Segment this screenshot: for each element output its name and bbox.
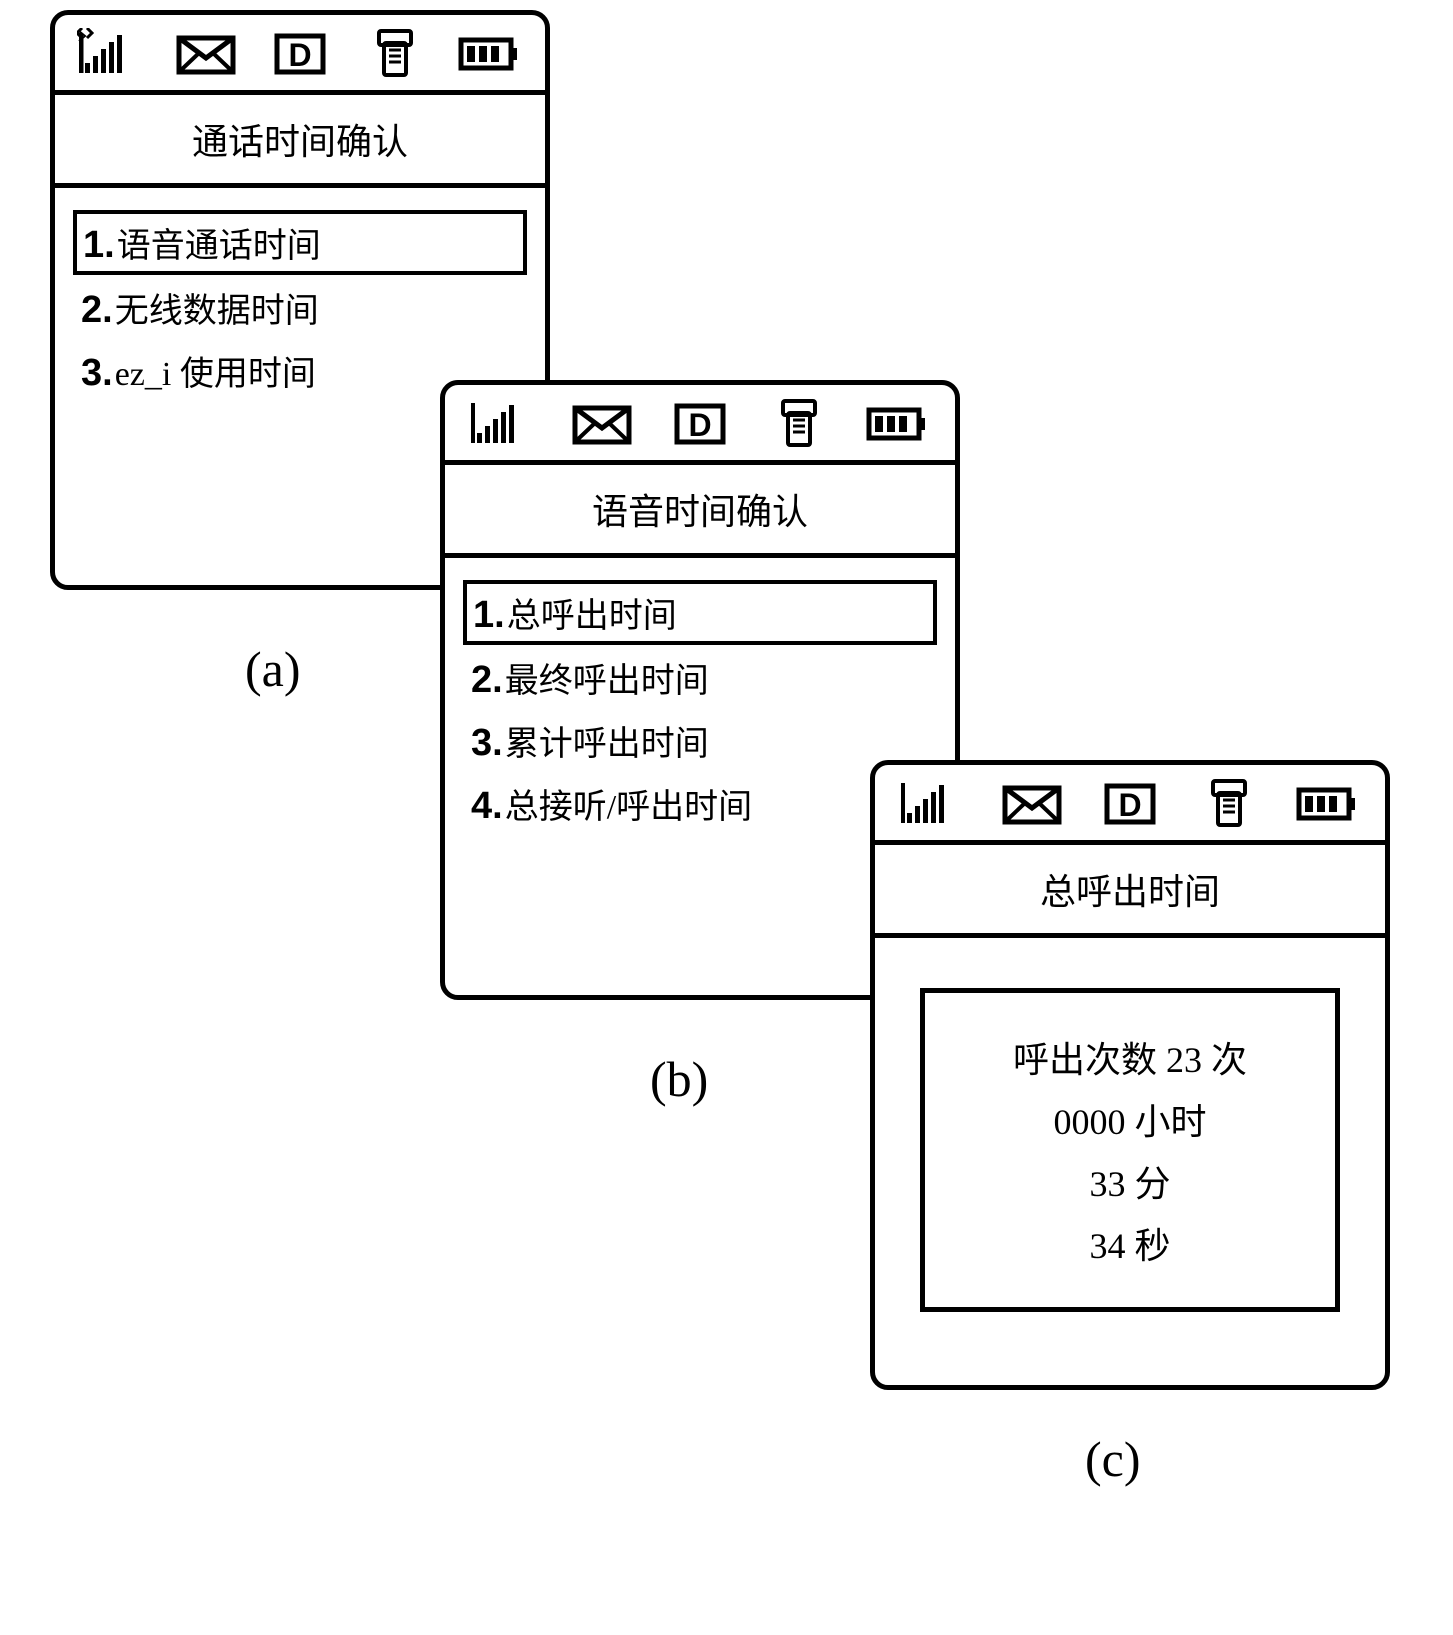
signal-icon bbox=[77, 28, 147, 78]
phone-icon bbox=[763, 398, 833, 448]
menu-label: 累计呼出时间 bbox=[505, 716, 709, 765]
menu-num: 3. bbox=[471, 722, 503, 765]
panel-label-c: (c) bbox=[1085, 1430, 1141, 1488]
signal-icon bbox=[469, 398, 539, 448]
mail-icon bbox=[171, 28, 241, 78]
svg-text:D: D bbox=[288, 37, 311, 73]
minutes-line: 33 分 bbox=[945, 1155, 1315, 1207]
menu-item-total-in-out[interactable]: 4. 总接听/呼出时间 bbox=[463, 773, 937, 834]
menu-item-last-outgoing[interactable]: 2. 最终呼出时间 bbox=[463, 647, 937, 708]
menu-num: 1. bbox=[473, 594, 505, 637]
mail-icon bbox=[997, 778, 1067, 828]
menu-item-cumulative-outgoing[interactable]: 3. 累计呼出时间 bbox=[463, 710, 937, 771]
screen-title: 通话时间确认 bbox=[55, 95, 545, 188]
menu-num: 2. bbox=[471, 659, 503, 702]
status-bar: D bbox=[875, 765, 1385, 845]
menu-item-voice-call-time[interactable]: 1. 语音通话时间 bbox=[73, 210, 527, 275]
menu-num: 4. bbox=[471, 785, 503, 828]
hours-line: 0000 小时 bbox=[945, 1093, 1315, 1145]
d-icon: D bbox=[265, 28, 335, 78]
battery-icon bbox=[1291, 778, 1361, 828]
menu-label: 无线数据时间 bbox=[115, 283, 319, 332]
screen-title: 语音时间确认 bbox=[445, 465, 955, 558]
status-bar: D bbox=[55, 15, 545, 95]
mail-icon bbox=[567, 398, 637, 448]
d-icon: D bbox=[1095, 778, 1165, 828]
menu-num: 1. bbox=[83, 224, 115, 267]
svg-text:D: D bbox=[688, 407, 711, 443]
menu-label: 总呼出时间 bbox=[507, 588, 677, 637]
panel-label-b: (b) bbox=[650, 1050, 708, 1108]
menu-num: 2. bbox=[81, 289, 113, 332]
menu-item-wireless-data-time[interactable]: 2. 无线数据时间 bbox=[73, 277, 527, 338]
menu-label: 最终呼出时间 bbox=[505, 653, 709, 702]
seconds-line: 34 秒 bbox=[945, 1217, 1315, 1269]
screen-title: 总呼出时间 bbox=[875, 845, 1385, 938]
menu-num: 3. bbox=[81, 352, 113, 395]
signal-icon bbox=[899, 778, 969, 828]
battery-icon bbox=[861, 398, 931, 448]
menu-label: 语音通话时间 bbox=[117, 218, 321, 267]
d-icon: D bbox=[665, 398, 735, 448]
menu-label: 总接听/呼出时间 bbox=[505, 779, 752, 828]
phone-icon bbox=[359, 28, 429, 78]
phone-icon bbox=[1193, 778, 1263, 828]
status-bar: D bbox=[445, 385, 955, 465]
call-count-line: 呼出次数 23 次 bbox=[945, 1031, 1315, 1083]
call-detail-box: 呼出次数 23 次 0000 小时 33 分 34 秒 bbox=[920, 988, 1340, 1312]
menu-item-total-outgoing[interactable]: 1. 总呼出时间 bbox=[463, 580, 937, 645]
svg-text:D: D bbox=[1118, 787, 1141, 823]
battery-icon bbox=[453, 28, 523, 78]
menu-label: ez_i 使用时间 bbox=[115, 346, 316, 395]
phone-screen-c: D 总呼出时间 呼出次数 23 次 0000 小时 33 分 34 秒 bbox=[870, 760, 1390, 1390]
panel-label-a: (a) bbox=[245, 640, 301, 698]
